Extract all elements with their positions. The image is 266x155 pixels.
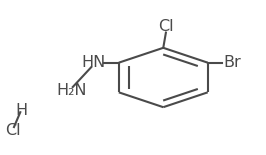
Text: Cl: Cl (158, 19, 174, 34)
Text: Br: Br (223, 55, 241, 70)
Text: H: H (15, 103, 27, 118)
Text: HN: HN (82, 55, 106, 70)
Text: Cl: Cl (5, 122, 20, 137)
Text: H₂N: H₂N (56, 83, 87, 97)
